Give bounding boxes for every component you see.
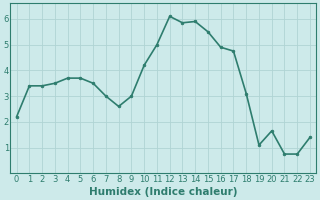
X-axis label: Humidex (Indice chaleur): Humidex (Indice chaleur) <box>89 187 237 197</box>
